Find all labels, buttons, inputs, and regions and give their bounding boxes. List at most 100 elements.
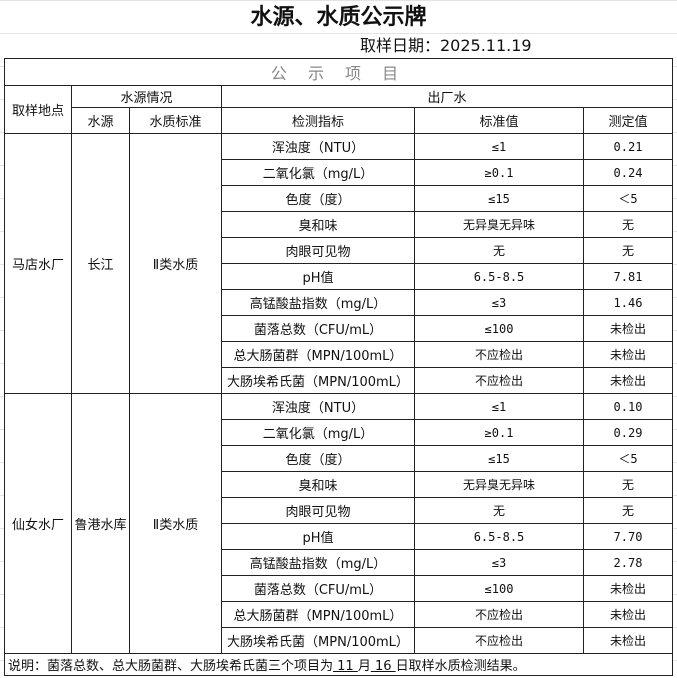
measured-value-cell: 无 [583, 471, 673, 498]
sample-date: 取样日期：2025.11.19 [360, 36, 532, 55]
standard-value-cell: 不应检出 [414, 367, 584, 394]
measured-value-cell: 2.78 [583, 549, 673, 576]
measured-value-cell: 未检出 [583, 601, 673, 628]
indicator-cell: 菌落总数（CFU/mL） [221, 315, 415, 342]
indicator-cell: pH值 [221, 263, 415, 290]
header-source-info: 水源情况 [71, 85, 222, 108]
section-title: 公 示 项 目 [4, 58, 673, 86]
standard-value-cell: ≤100 [414, 315, 584, 342]
site-source: 鲁港水库 [71, 393, 130, 654]
standard-value-cell: ≥0.1 [414, 419, 584, 446]
measured-value-cell: 未检出 [583, 315, 673, 342]
table-row: 肉眼可见物无无 [5, 237, 673, 264]
indicator-cell: 菌落总数（CFU/mL） [221, 575, 415, 602]
note-day: 16 [370, 659, 396, 674]
note-prefix: 说明：菌落总数、总大肠菌群、大肠埃希氏菌三个项目为 [8, 659, 334, 674]
measured-value-cell: 0.10 [583, 393, 673, 420]
standard-value-cell: 无 [414, 497, 584, 524]
table-row: 大肠埃希氏菌（MPN/100mL） 不应检出 未检出 [5, 627, 673, 654]
table-row: 色度（度） ≤15 ＜5 [5, 185, 673, 212]
indicator-cell: 大肠埃希氏菌（MPN/100mL） [221, 367, 415, 394]
measured-value-cell: 未检出 [583, 575, 673, 602]
standard-value-cell: ≥0.1 [414, 159, 584, 186]
measured-value-cell: 0.21 [583, 133, 673, 160]
table-row: 马店水厂 长江 Ⅱ类水质 浑浊度（NTU） ≤1 0.21 [4, 133, 673, 394]
table-row: 色度（度） ≤15 ＜5 [5, 445, 673, 472]
table-row: 臭和味 无异臭无异味无 [5, 211, 673, 238]
site-standard: Ⅱ类水质 [129, 133, 222, 394]
measured-value-cell: 1.46 [583, 289, 673, 316]
header-measured-value: 测定值 [583, 107, 673, 134]
standard-value-cell: 6.5-8.5 [414, 523, 584, 550]
table-row: 二氧化氯（mg/L） ≥0.1 0.29 [5, 419, 673, 446]
standard-value-cell: ≤100 [414, 575, 584, 602]
site-location: 马店水厂 [4, 133, 72, 394]
standard-value-cell: 无异臭无异味 [414, 471, 584, 498]
indicator-cell: 肉眼可见物 [221, 497, 415, 524]
measured-value-cell: 未检出 [583, 341, 673, 368]
measured-value-cell: 0.24 [583, 159, 673, 186]
measured-value-cell: 无 [583, 497, 673, 524]
standard-value-cell: 6.5-8.5 [414, 263, 584, 290]
standard-value-cell: ≤1 [414, 393, 584, 420]
note-suffix: 日取样水质检测结果。 [395, 659, 526, 674]
indicator-cell: 总大肠菌群（MPN/100mL） [221, 341, 415, 368]
note-month-label: 月 [357, 659, 371, 674]
measured-value-cell: 无 [583, 211, 673, 238]
measured-value-cell: 未检出 [583, 367, 673, 394]
indicator-cell: 浑浊度（NTU） [221, 393, 415, 420]
table-row: 高锰酸盐指数（mg/L） ≤3 2.78 [5, 549, 673, 576]
table-row: 高锰酸盐指数（mg/L） ≤3 1.46 [5, 289, 673, 316]
standard-value-cell: ≤3 [414, 549, 584, 576]
page-title: 水源、水质公示牌 [250, 4, 427, 30]
standard-value-cell: 无异臭无异味 [414, 211, 584, 238]
measured-value-cell: ＜5 [583, 185, 673, 212]
measured-value-cell: 7.70 [583, 523, 673, 550]
indicator-cell: 浑浊度（NTU） [221, 133, 415, 160]
measured-value-cell: ＜5 [583, 445, 673, 472]
site-standard: Ⅱ类水质 [129, 393, 222, 654]
table-row: 二氧化氯（mg/L） ≥0.1 0.24 [5, 159, 673, 186]
note-month: 11 [333, 659, 358, 674]
standard-value-cell: ≤15 [414, 185, 584, 212]
indicator-cell: 肉眼可见物 [221, 237, 415, 264]
indicator-cell: 臭和味 [221, 471, 415, 498]
site-location: 仙女水厂 [4, 393, 72, 654]
indicator-cell: 二氧化氯（mg/L） [221, 419, 415, 446]
table-row: 菌落总数（CFU/mL） ≤100 未检出 [5, 315, 673, 342]
header-location: 取样地点 [4, 85, 72, 134]
header-standard-value: 标准值 [414, 107, 584, 134]
table-row: 大肠埃希氏菌（MPN/100mL） 不应检出 未检出 [5, 367, 673, 394]
indicator-cell: 高锰酸盐指数（mg/L） [221, 549, 415, 576]
site-source: 长江 [71, 133, 130, 394]
standard-value-cell: ≤1 [414, 133, 584, 160]
indicator-cell: 色度（度） [221, 185, 415, 212]
indicator-cell: 臭和味 [221, 211, 415, 238]
header-quality-standard: 水质标准 [129, 107, 222, 134]
standard-value-cell: ≤3 [414, 289, 584, 316]
measured-value-cell: 无 [583, 237, 673, 264]
standard-value-cell: 无 [414, 237, 584, 264]
standard-value-cell: ≤15 [414, 445, 584, 472]
table-row: 菌落总数（CFU/mL） ≤100 未检出 [5, 575, 673, 602]
indicator-cell: 色度（度） [221, 445, 415, 472]
table-row: 总大肠菌群（MPN/100mL） 不应检出 未检出 [5, 341, 673, 368]
header-indicator: 检测指标 [221, 107, 415, 134]
indicator-cell: 高锰酸盐指数（mg/L） [221, 289, 415, 316]
indicator-cell: pH值 [221, 523, 415, 550]
header-source: 水源 [71, 107, 130, 134]
indicator-cell: 总大肠菌群（MPN/100mL） [221, 601, 415, 628]
water-quality-table: 公 示 项 目 取样地点 水源情况 出厂水 水源 水质标准 检测指标 标准值 测… [4, 58, 673, 676]
standard-value-cell: 不应检出 [414, 341, 584, 368]
table-row: pH值 6.5-8.5 7.81 [5, 263, 673, 290]
table-row: pH值 6.5-8.5 7.70 [5, 523, 673, 550]
note: 说明：菌落总数、总大肠菌群、大肠埃希氏菌三个项目为 11 月 16 日取样水质检… [4, 653, 673, 676]
standard-value-cell: 不应检出 [414, 601, 584, 628]
measured-value-cell: 0.29 [583, 419, 673, 446]
indicator-cell: 二氧化氯（mg/L） [221, 159, 415, 186]
standard-value-cell: 不应检出 [414, 627, 584, 654]
measured-value-cell: 7.81 [583, 263, 673, 290]
indicator-cell: 大肠埃希氏菌（MPN/100mL） [221, 627, 415, 654]
header-outlet: 出厂水 [221, 85, 673, 108]
measured-value-cell: 未检出 [583, 627, 673, 654]
